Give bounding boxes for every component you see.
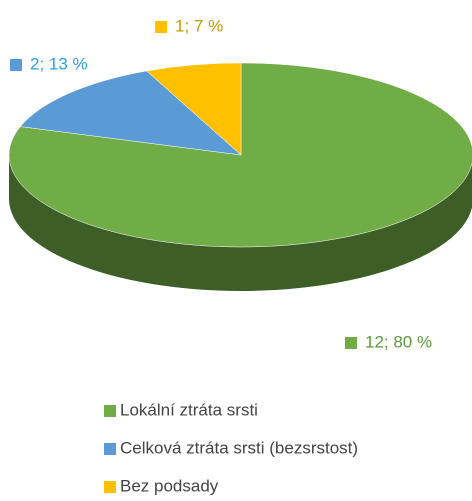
label-marker [345,337,357,349]
legend-label: Lokální ztráta srsti [120,400,258,419]
label-marker [10,59,22,71]
label-marker [155,21,167,33]
legend-label: Celková ztráta srsti (bezsrstost) [120,438,358,457]
pie-slice [19,70,242,156]
legend-label: Bez podsady [120,476,219,495]
pie-slice [146,62,242,156]
legend-swatch [104,405,116,417]
legend-swatch [104,443,116,455]
data-label: 1; 7 % [175,16,223,35]
data-label: 2; 13 % [30,54,88,73]
data-label: 12; 80 % [365,332,432,351]
legend-swatch [104,481,116,493]
pie-side [9,155,472,291]
